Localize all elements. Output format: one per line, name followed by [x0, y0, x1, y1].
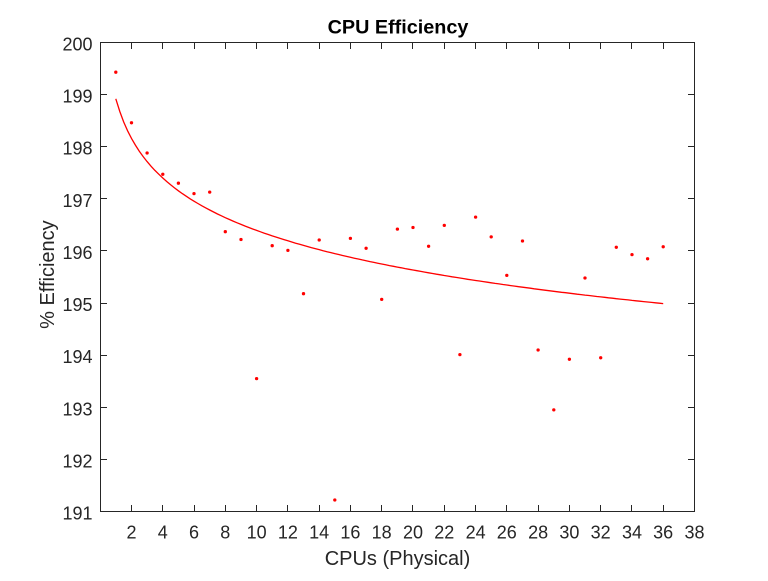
svg-text:191: 191 [62, 504, 92, 524]
svg-text:2: 2 [126, 523, 136, 543]
svg-text:192: 192 [62, 451, 92, 471]
svg-text:195: 195 [62, 295, 92, 315]
svg-text:10: 10 [247, 523, 267, 543]
svg-text:36: 36 [653, 523, 673, 543]
svg-text:34: 34 [622, 523, 642, 543]
svg-text:20: 20 [403, 523, 423, 543]
svg-text:196: 196 [62, 243, 92, 263]
svg-text:28: 28 [528, 523, 548, 543]
svg-text:% Efficiency: % Efficiency [37, 220, 59, 329]
svg-text:198: 198 [62, 139, 92, 159]
svg-text:16: 16 [340, 523, 360, 543]
svg-text:22: 22 [434, 523, 454, 543]
svg-text:197: 197 [62, 191, 92, 211]
svg-text:26: 26 [497, 523, 517, 543]
svg-text:199: 199 [62, 87, 92, 107]
svg-text:30: 30 [559, 523, 579, 543]
svg-text:14: 14 [309, 523, 329, 543]
svg-text:32: 32 [591, 523, 611, 543]
svg-text:12: 12 [278, 523, 298, 543]
svg-text:8: 8 [220, 523, 230, 543]
svg-text:6: 6 [189, 523, 199, 543]
svg-text:18: 18 [372, 523, 392, 543]
svg-text:CPUs (Physical): CPUs (Physical) [325, 548, 471, 570]
svg-text:194: 194 [62, 347, 92, 367]
svg-text:193: 193 [62, 399, 92, 419]
svg-text:24: 24 [466, 523, 486, 543]
svg-text:CPU Efficiency: CPU Efficiency [328, 17, 469, 39]
svg-text:4: 4 [158, 523, 168, 543]
svg-text:200: 200 [62, 35, 92, 55]
svg-text:38: 38 [684, 523, 704, 543]
